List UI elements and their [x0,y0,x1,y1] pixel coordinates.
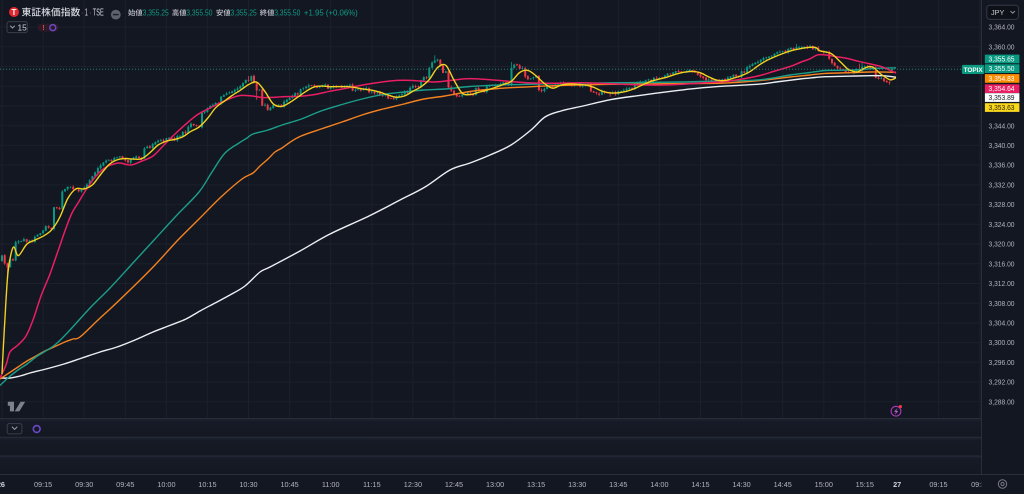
svg-text:14:45: 14:45 [774,480,792,489]
svg-text:09:30: 09:30 [971,480,989,489]
svg-text:3,354.83: 3,354.83 [989,74,1015,83]
svg-text:3,355.25: 3,355.25 [231,8,258,17]
svg-text:3,355.50: 3,355.50 [989,64,1015,73]
svg-text:3,340.00: 3,340.00 [989,141,1015,150]
svg-text:13:30: 13:30 [568,480,586,489]
svg-text:3,364.00: 3,364.00 [989,23,1015,32]
svg-text:3,296.00: 3,296.00 [989,358,1015,367]
svg-text:3,320.00: 3,320.00 [989,240,1015,249]
svg-text:10:30: 10:30 [239,480,257,489]
svg-text:09:45: 09:45 [116,480,134,489]
svg-text:3,344.00: 3,344.00 [989,121,1015,130]
svg-text:3,336.00: 3,336.00 [989,161,1015,170]
svg-text:TOPIX: TOPIX [964,67,984,74]
svg-text:3,324.00: 3,324.00 [989,220,1015,229]
svg-text:3,355.50: 3,355.50 [186,8,213,17]
svg-text:3,353.89: 3,353.89 [989,93,1015,102]
svg-text:11:00: 11:00 [322,480,340,489]
svg-text:T: T [12,8,17,17]
svg-text:3,292.00: 3,292.00 [989,378,1015,387]
svg-text:14:00: 14:00 [650,480,668,489]
svg-text:10:45: 10:45 [280,480,298,489]
svg-text:11:15: 11:15 [363,480,381,489]
svg-text:12:30: 12:30 [404,480,422,489]
svg-text:26: 26 [0,480,5,489]
svg-text:14:30: 14:30 [732,480,750,489]
svg-text:3,304.00: 3,304.00 [989,319,1015,328]
svg-text:13:45: 13:45 [609,480,627,489]
svg-text:3,332.00: 3,332.00 [989,181,1015,190]
svg-text:3,300.00: 3,300.00 [989,338,1015,347]
svg-text:3,353.63: 3,353.63 [989,103,1015,112]
svg-text:15:00: 15:00 [815,480,833,489]
svg-text:3,355.65: 3,355.65 [989,54,1015,63]
svg-text:09:15: 09:15 [34,480,52,489]
svg-text:13:15: 13:15 [527,480,545,489]
svg-text:3,355.50: 3,355.50 [274,8,301,17]
svg-text:3,288.00: 3,288.00 [989,397,1015,406]
svg-text:10:15: 10:15 [198,480,216,489]
svg-text:· 1 · TSE: · 1 · TSE [81,8,104,19]
svg-text:3,312.00: 3,312.00 [989,279,1015,288]
svg-text:3,355.25: 3,355.25 [143,8,170,17]
svg-text:15: 15 [18,23,28,33]
svg-text:09:30: 09:30 [75,480,93,489]
svg-text:!: ! [42,23,45,32]
svg-text:3,360.00: 3,360.00 [989,42,1015,51]
svg-text:13:00: 13:00 [486,480,504,489]
svg-text:14:15: 14:15 [691,480,709,489]
svg-text:10:00: 10:00 [157,480,175,489]
svg-text:JPY: JPY [991,8,1005,17]
svg-text:15:15: 15:15 [856,480,874,489]
svg-text:3,308.00: 3,308.00 [989,299,1015,308]
svg-text:+1.95 (+0.06%): +1.95 (+0.06%) [304,8,358,17]
svg-text:27: 27 [893,480,901,489]
svg-text:12:45: 12:45 [445,480,463,489]
svg-text:3,328.00: 3,328.00 [989,200,1015,209]
svg-text:3,316.00: 3,316.00 [989,259,1015,268]
svg-text:09:15: 09:15 [929,480,947,489]
svg-text:3,354.64: 3,354.64 [989,84,1015,93]
